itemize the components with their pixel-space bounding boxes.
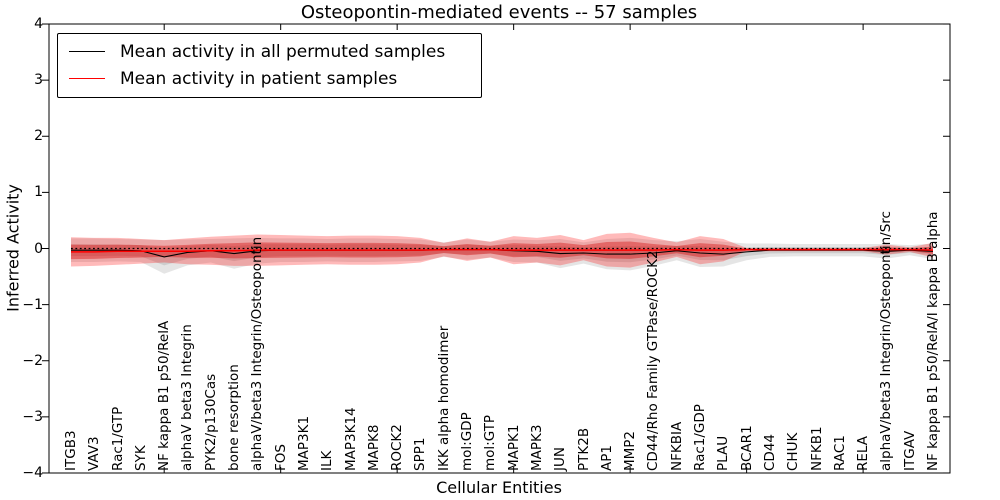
x-tick-label: ITGB3 <box>63 430 79 471</box>
chart-title: Osteopontin-mediated events -- 57 sample… <box>300 2 698 23</box>
x-tick-label: PTK2B <box>575 427 592 471</box>
x-tick-label: CD44/Rho Family GTPase/ROCK2 <box>645 250 662 471</box>
x-tick-label: mol:GDP <box>459 412 476 471</box>
x-tick-label: CD44 <box>761 434 778 471</box>
x-tick-label: SYK <box>132 445 149 471</box>
y-tick-label: −4 <box>22 464 43 481</box>
x-tick-label: ITGAV <box>901 430 918 471</box>
x-tick-label: mol:GTP <box>482 414 499 471</box>
y-tick-label: −1 <box>22 296 43 313</box>
x-tick-label: PYK2/p130Cas <box>202 373 219 471</box>
x-tick-label: PLAU <box>715 435 732 471</box>
black-line-swatch <box>69 51 105 52</box>
x-tick-label: CHUK <box>785 432 802 471</box>
y-tick-label: 0 <box>34 240 43 257</box>
x-tick-label: IKK alpha homodimer <box>435 325 452 471</box>
x-tick-label: VAV3 <box>86 436 103 471</box>
x-tick-label: bone resorption <box>226 364 243 471</box>
y-tick-label: −2 <box>22 352 43 369</box>
x-tick-label: MAP3K14 <box>342 407 359 471</box>
red-line-swatch <box>69 78 105 79</box>
x-tick-label: MMP2 <box>622 430 639 471</box>
patient-mean-line <box>71 248 934 253</box>
x-tick-label: Rac1/GTP <box>109 406 126 471</box>
x-tick-label: alphaV beta3 Integrin <box>179 324 196 471</box>
x-tick-label: RAC1 <box>831 435 848 471</box>
x-tick-label: NFKBIA <box>668 421 685 471</box>
x-axis-label: Cellular Entities <box>436 478 562 497</box>
x-tick-label: NF kappa B1 p50/RelA/I kappa B alpha <box>925 211 941 471</box>
y-tick-label: −3 <box>22 408 43 425</box>
x-tick-label: Rac1/GDP <box>692 404 709 471</box>
y-tick-label: 1 <box>34 184 43 201</box>
legend-label-patient: Mean activity in patient samples <box>120 68 398 89</box>
x-tick-label: MAP3K1 <box>295 415 312 471</box>
x-tick-label: NF kappa B1 p50/RelA <box>156 320 173 471</box>
x-tick-label: BCAR1 <box>738 425 755 471</box>
x-tick-label: FOS <box>272 444 289 471</box>
x-tick-label: MAPK1 <box>505 424 522 471</box>
permuted-band-outer <box>71 237 933 274</box>
x-tick-label: JUN <box>552 447 569 471</box>
y-tick-label: 4 <box>34 16 43 33</box>
legend-label-permuted: Mean activity in all permuted samples <box>120 41 446 62</box>
x-tick-label: alphaV/beta3 Integrin/Osteopontin/Src <box>878 211 895 471</box>
y-tick-label: 3 <box>34 72 43 89</box>
y-tick-label: 2 <box>34 128 43 145</box>
x-tick-label: alphaV/beta3 Integrin/Osteopontin <box>249 236 266 471</box>
x-tick-label: ROCK2 <box>389 424 406 471</box>
x-tick-label: SPP1 <box>412 437 429 471</box>
legend-item-permuted: Mean activity in all permuted samples <box>58 38 481 65</box>
x-tick-label: MAPK8 <box>365 424 382 471</box>
x-tick-label: MAPK3 <box>528 424 545 471</box>
x-tick-label: NFKB1 <box>808 426 825 471</box>
x-tick-label: RELA <box>855 436 872 471</box>
x-tick-label: ILK <box>319 450 336 471</box>
legend: Mean activity in all permuted samples Me… <box>57 33 482 98</box>
legend-item-patient: Mean activity in patient samples <box>58 65 481 92</box>
x-tick-label: AP1 <box>598 445 615 471</box>
